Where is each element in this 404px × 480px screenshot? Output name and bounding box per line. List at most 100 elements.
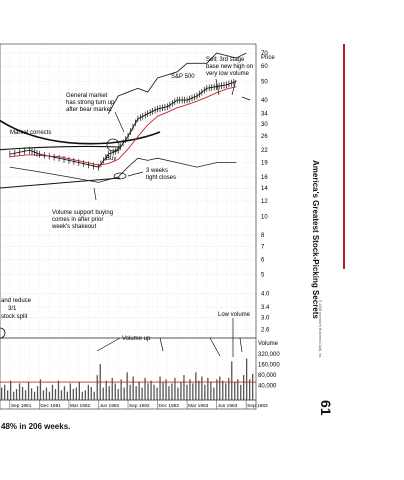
axis-layer: 70 60 50 40 34 30 26 22 19 16 14 12 10 8 7 6 5 4.0 3.4 3.0 2… xyxy=(9,51,280,409)
volume-bar xyxy=(219,376,221,400)
sell-arrow-3 xyxy=(241,96,251,101)
volume-bar xyxy=(66,391,68,400)
volume-bar xyxy=(54,389,57,400)
relative-strength-line xyxy=(9,157,237,183)
volume-bar xyxy=(144,377,146,400)
volume-up-arrow-1 xyxy=(96,337,121,352)
accent-rule xyxy=(343,44,345,269)
annotation-market-turn-line3: after bear market xyxy=(66,107,112,113)
volume-bar xyxy=(177,387,179,400)
price-tick-label: 2.6 xyxy=(261,328,270,334)
volume-bar xyxy=(207,377,209,400)
volume-up-arrow-3 xyxy=(209,337,221,357)
price-tick-label: 8 xyxy=(261,233,265,239)
volume-bar xyxy=(171,383,173,400)
volume-bar xyxy=(129,384,131,400)
volume-bar xyxy=(18,383,21,400)
volume-bar xyxy=(57,380,60,400)
price-tick-label: 30 xyxy=(261,122,268,128)
volume-bar xyxy=(78,382,80,400)
volume-tick-label: 320,000 xyxy=(258,352,280,358)
volume-bar xyxy=(72,389,74,400)
volume-bar xyxy=(84,390,86,400)
volume-bar xyxy=(81,391,83,400)
volume-bar xyxy=(30,388,33,400)
volume-bar xyxy=(252,373,254,400)
volume-bar xyxy=(1,387,3,400)
volume-bar xyxy=(60,390,63,400)
volume-bar xyxy=(87,384,89,400)
tight-closes-arrow xyxy=(127,171,144,177)
volume-bar xyxy=(180,382,182,400)
price-tick-label: 22 xyxy=(261,148,268,154)
volume-bar xyxy=(93,391,95,400)
volume-support-arrow xyxy=(93,187,97,201)
price-tick-label: 6 xyxy=(261,257,265,263)
volume-bar xyxy=(42,390,45,400)
volume-bar xyxy=(225,383,227,400)
volume-bar xyxy=(7,390,9,400)
annotation-sell-line1: Sell: 3rd stage xyxy=(206,57,245,63)
volume-bar xyxy=(48,391,51,400)
volume-layer xyxy=(0,358,256,400)
volume-bar xyxy=(237,379,239,400)
volume-bar xyxy=(126,372,128,400)
price-tick-label: 4.0 xyxy=(261,291,270,297)
volume-bar xyxy=(213,387,215,400)
price-tick-label: 16 xyxy=(261,175,268,181)
volume-bar xyxy=(10,380,12,400)
volume-bar xyxy=(33,391,36,400)
volume-bar xyxy=(15,389,18,400)
annotation-volume-support-line3: week's shakeout xyxy=(51,224,97,230)
volume-bar xyxy=(243,375,245,400)
volume-bar xyxy=(27,382,30,400)
date-tick-label: Sep 1983 xyxy=(247,403,268,409)
date-tick-label: Dec 1981 xyxy=(40,403,61,409)
price-tick-label: 60 xyxy=(261,64,268,70)
base-curve xyxy=(0,145,121,151)
sell-arrow xyxy=(215,78,220,96)
volume-bar xyxy=(45,387,48,400)
price-tick-label: 19 xyxy=(261,161,268,167)
volume-tick-label: 80,000 xyxy=(258,373,277,379)
volume-bar xyxy=(63,386,66,400)
copyright-notice: © 2009 Investor's Business Daily, Inc. xyxy=(318,300,322,359)
volume-bar xyxy=(174,377,176,400)
volume-bar xyxy=(249,379,251,400)
date-tick-label: Dec 1982 xyxy=(159,403,180,409)
volume-bar xyxy=(216,379,218,400)
price-axis-title: Price xyxy=(261,55,275,61)
date-tick-label: Jun 1983 xyxy=(218,403,238,409)
volume-bar xyxy=(51,384,54,400)
volume-bar xyxy=(21,386,24,400)
annotation-market-turn-line1: General market xyxy=(66,93,108,99)
volume-bar xyxy=(120,379,122,400)
tight-closes-ellipse xyxy=(113,172,127,180)
volume-bar xyxy=(204,384,206,400)
volume-bar xyxy=(150,380,152,400)
market-correction-arc xyxy=(0,119,161,145)
volume-bar xyxy=(123,387,125,400)
annotation-stock-split: stock split xyxy=(1,314,28,320)
volume-bar xyxy=(141,387,143,400)
price-tick-label: 7 xyxy=(261,244,265,250)
volume-axis-title: Volume xyxy=(258,341,279,347)
volume-bar xyxy=(183,375,185,400)
volume-bar xyxy=(102,387,104,400)
volume-bar xyxy=(39,379,42,400)
volume-bar xyxy=(90,386,92,400)
volume-tick-label: 160,000 xyxy=(258,363,280,369)
date-tick-label: Jun 1982 xyxy=(99,403,119,409)
series-layer xyxy=(9,52,247,183)
sp500-label: S&P 500 xyxy=(171,74,195,80)
annotation-tight-closes-line1: 3 weeks xyxy=(146,168,168,174)
price-tick-label: 40 xyxy=(261,98,268,104)
volume-bar xyxy=(228,377,230,400)
volume-bar xyxy=(186,384,188,400)
date-tick-label: Mar 1982 xyxy=(70,403,91,409)
annotation-buy: Buy xyxy=(106,156,116,162)
sp500-line xyxy=(107,52,247,114)
price-tick-label: 3.0 xyxy=(261,316,270,322)
volume-bar xyxy=(4,384,6,400)
